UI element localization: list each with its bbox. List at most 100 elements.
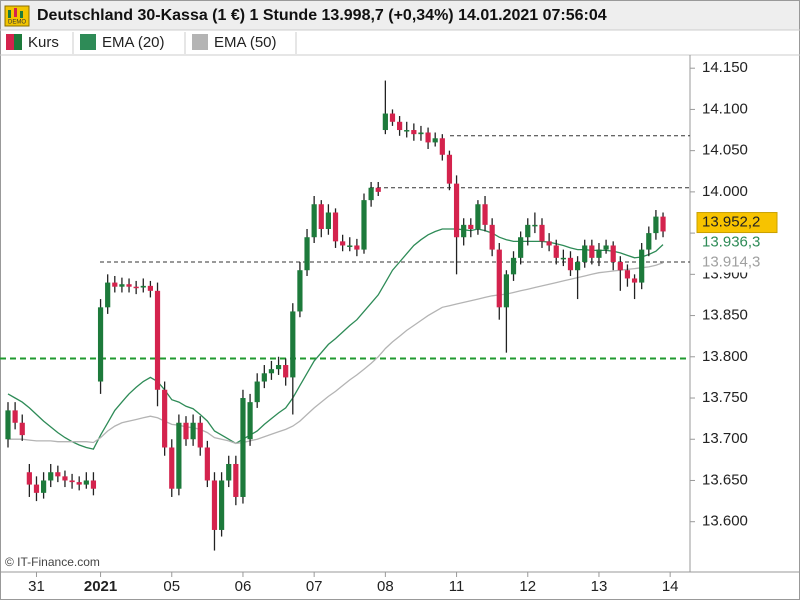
candle-body	[461, 224, 467, 238]
candle-body	[560, 257, 566, 260]
y-tick-label: 14.100	[702, 100, 748, 117]
candle-body	[567, 257, 574, 271]
legend-label: EMA (20)	[102, 34, 165, 51]
candle-body	[140, 285, 146, 288]
candle-body	[411, 130, 417, 135]
candle-body	[453, 183, 460, 238]
candle-body	[197, 422, 203, 448]
candle-body	[603, 245, 609, 250]
candle-body	[297, 270, 303, 312]
candle-body	[503, 274, 509, 308]
candle-body	[646, 233, 652, 250]
x-tick-label: 31	[28, 578, 45, 595]
candle-body	[154, 290, 161, 390]
candle-body	[475, 204, 481, 229]
candle-body	[147, 285, 153, 291]
candle-body	[575, 261, 581, 271]
candle-body	[389, 113, 396, 122]
candle-body	[332, 212, 339, 242]
header-bar	[1, 1, 799, 30]
y-ticks: 13.60013.65013.70013.75013.80013.85013.9…	[690, 59, 748, 530]
candle-body	[83, 480, 89, 485]
candle-body	[261, 373, 267, 382]
candle-body	[304, 237, 310, 271]
x-tick-label: 2021	[84, 578, 117, 595]
price-label: 13.936,3	[702, 234, 760, 251]
candle-body	[204, 447, 210, 481]
candle-body	[610, 245, 616, 262]
ema-line	[7, 228, 664, 450]
legend-swatch	[6, 34, 14, 50]
candle-body	[69, 480, 75, 483]
candle-body	[283, 365, 289, 378]
candle-body	[275, 365, 282, 370]
x-tick-label: 08	[377, 578, 394, 595]
legend-swatch	[192, 34, 208, 50]
candle-body	[482, 204, 488, 225]
candle-body	[90, 480, 97, 489]
candle-body	[26, 472, 32, 485]
y-tick-label: 14.000	[702, 183, 748, 200]
candle-body	[340, 241, 346, 246]
candle-body	[162, 389, 168, 448]
candle-body	[397, 121, 403, 131]
y-tick-label: 13.600	[702, 513, 748, 530]
candle-body	[119, 284, 125, 287]
candle-body	[418, 132, 424, 135]
candle-body	[432, 138, 438, 143]
candle-body	[375, 187, 381, 192]
x-tick-label: 11	[449, 578, 465, 595]
svg-text:DEMO: DEMO	[8, 20, 26, 26]
candle-body	[518, 237, 524, 258]
chart-title: Deutschland 30-Kassa (1 €) 1 Stunde 13.9…	[37, 7, 607, 24]
candle-body	[33, 484, 40, 493]
candle-body	[318, 204, 324, 229]
legend-label: Kurs	[28, 34, 59, 51]
candle-body	[97, 307, 104, 382]
x-tick-label: 07	[306, 578, 323, 595]
candle-body	[190, 422, 196, 440]
candle-body	[211, 480, 218, 530]
candle-body	[226, 463, 232, 481]
candle-body	[5, 410, 11, 440]
candle-body	[368, 187, 374, 201]
candle-body	[325, 212, 331, 229]
candle-body	[240, 398, 246, 497]
candle-body	[347, 245, 353, 247]
candle-body	[439, 138, 445, 155]
price-label: 13.914,3	[702, 254, 760, 271]
y-tick-label: 13.750	[702, 389, 748, 406]
y-tick-label: 13.800	[702, 348, 748, 365]
candle-body	[532, 224, 538, 227]
candle-body	[48, 472, 54, 481]
candle-body	[233, 463, 239, 497]
candle-body	[382, 113, 388, 131]
candle-body	[12, 410, 18, 423]
candle-body	[617, 261, 623, 271]
y-tick-label: 13.850	[702, 307, 748, 324]
candle-body	[19, 422, 25, 436]
candle-body	[582, 245, 588, 262]
candle-body	[62, 476, 68, 481]
x-tick-label: 05	[163, 578, 180, 595]
y-tick-label: 14.150	[702, 59, 748, 76]
candle-body	[639, 249, 645, 283]
price-label-box	[696, 212, 778, 234]
candle-body	[539, 224, 545, 242]
candle-body	[404, 130, 410, 132]
candle-body	[247, 402, 253, 440]
candle-body	[354, 245, 360, 250]
y-tick-label: 13.700	[702, 430, 748, 447]
candle-body	[525, 224, 531, 238]
legend-label: EMA (50)	[214, 34, 277, 51]
source: © IT-Finance.com	[5, 555, 100, 569]
candle-body	[624, 270, 631, 279]
x-tick-label: 13	[591, 578, 608, 595]
candle-body	[660, 216, 666, 232]
candle-body	[268, 369, 275, 374]
x-tick-label: 14	[662, 578, 679, 595]
candle-body	[589, 245, 595, 258]
candle-body	[546, 241, 552, 246]
demo-icon: DEMO	[4, 5, 30, 27]
candle-body	[311, 204, 317, 238]
